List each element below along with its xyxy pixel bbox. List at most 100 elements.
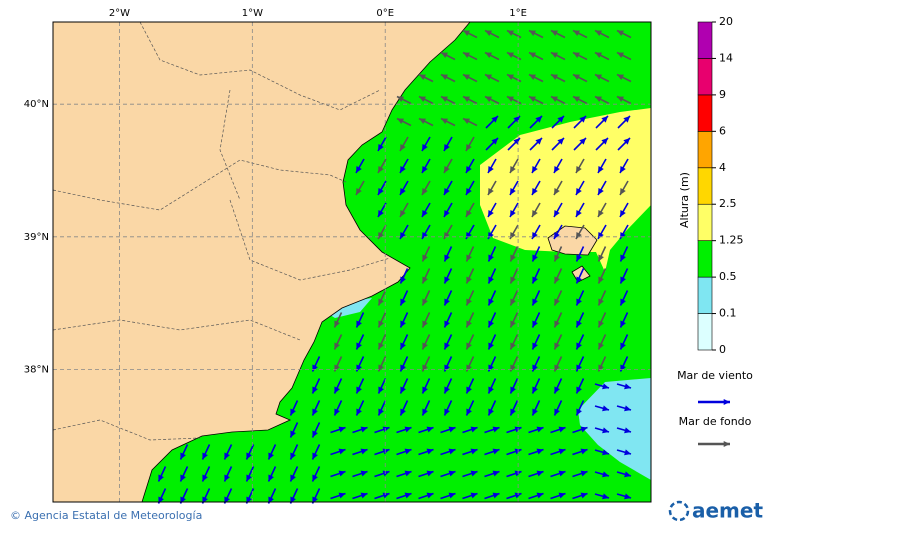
arrow-head <box>580 470 588 477</box>
arrow-head <box>602 383 609 390</box>
colorbar-segment <box>697 203 713 241</box>
arrow-head <box>573 52 580 59</box>
arrow-head <box>470 492 478 499</box>
arrow-head <box>488 386 494 394</box>
arrow-head <box>400 276 406 284</box>
arrow-head <box>620 298 626 306</box>
arrow-head <box>492 448 500 455</box>
arrow-head <box>488 232 494 239</box>
arrow-head <box>488 298 494 306</box>
arrow-head <box>268 474 274 482</box>
arrow-head <box>404 448 412 455</box>
arrow-head <box>404 470 412 477</box>
arrow-head <box>378 166 384 173</box>
arrow-head <box>532 276 538 284</box>
arrow-head <box>360 426 368 433</box>
arrow-head <box>422 298 428 306</box>
arrow-head <box>466 408 472 416</box>
border <box>52 159 347 211</box>
arrow-head <box>378 386 384 394</box>
arrow-head <box>466 342 472 350</box>
arrows <box>157 29 632 504</box>
arrow-head <box>422 188 428 195</box>
arrow-head <box>595 74 602 81</box>
colorbar-segment <box>697 131 713 169</box>
arrow-head <box>466 254 472 262</box>
arrow-head <box>224 474 230 482</box>
arrow-head <box>400 342 406 350</box>
arrow-head <box>579 138 586 145</box>
arrow-head <box>510 210 516 217</box>
arrow-head <box>536 448 544 455</box>
arrow-head <box>491 116 498 123</box>
arrow-head <box>202 474 208 482</box>
arrow-head <box>554 386 560 394</box>
arrow-head <box>492 426 500 433</box>
arrow-head <box>580 426 588 433</box>
arrow-head <box>551 30 558 37</box>
arrow-head <box>470 426 478 433</box>
arrow-head <box>397 118 404 125</box>
arrow-head <box>573 74 580 81</box>
arrow-head <box>485 96 492 103</box>
arrow-head <box>491 138 498 145</box>
arrow-head <box>404 492 412 499</box>
arrow-head <box>441 118 448 125</box>
arrow-head <box>378 364 384 372</box>
arrow-head <box>334 408 340 416</box>
arrow-head <box>463 30 470 37</box>
arrow-head <box>426 470 434 477</box>
arrow-head <box>576 408 582 416</box>
arrow-head <box>598 342 604 350</box>
arrow-head <box>510 386 516 394</box>
arrow-head <box>492 492 500 499</box>
x-tick-label: 2°W <box>109 8 130 19</box>
arrow-head <box>488 276 494 284</box>
arrow-head <box>488 166 494 173</box>
arrow-head <box>426 492 434 499</box>
logo-icon <box>668 500 690 522</box>
arrow-head <box>532 320 538 328</box>
arrow-head <box>444 144 450 151</box>
colorbar-segment <box>697 21 713 59</box>
arrow-head <box>620 276 626 284</box>
arrow-head <box>576 298 582 306</box>
arrow-head <box>470 470 478 477</box>
arrow-head <box>620 232 626 239</box>
arrow-head <box>422 144 428 151</box>
arrow-head <box>290 452 296 460</box>
arrow-head <box>723 440 730 448</box>
x-tick-label: 1°W <box>242 8 263 19</box>
arrow-head <box>551 96 558 103</box>
y-tick-label: 40°N <box>24 99 49 110</box>
arrow-head <box>554 232 560 239</box>
arrow-head <box>378 342 384 350</box>
arrow-head <box>532 254 538 262</box>
arrow-head <box>400 386 406 394</box>
colorbar-segment <box>697 94 713 132</box>
arrow-head <box>382 448 390 455</box>
arrow-head <box>595 30 602 37</box>
arrow-head <box>595 52 602 59</box>
colorbar-segment <box>697 276 713 314</box>
arrow-head <box>529 74 536 81</box>
arrow-head <box>554 166 560 173</box>
arrow-head <box>576 342 582 350</box>
arrow-head <box>419 74 426 81</box>
arrow-head <box>360 492 368 499</box>
arrow-head <box>557 138 564 145</box>
arrow-head <box>466 188 472 195</box>
arrow-head <box>180 452 186 460</box>
arrow-head <box>558 426 566 433</box>
arrow-head <box>617 74 624 81</box>
arrow-head <box>601 116 608 123</box>
colorbar-tick-label: 1.25 <box>719 234 744 247</box>
arrow-head <box>598 210 604 217</box>
arrow-head <box>488 210 494 217</box>
arrow-head <box>558 492 566 499</box>
arrow-head <box>554 342 560 350</box>
arrow-head <box>400 210 406 217</box>
arrow-head <box>382 470 390 477</box>
arrow-head <box>400 408 406 416</box>
